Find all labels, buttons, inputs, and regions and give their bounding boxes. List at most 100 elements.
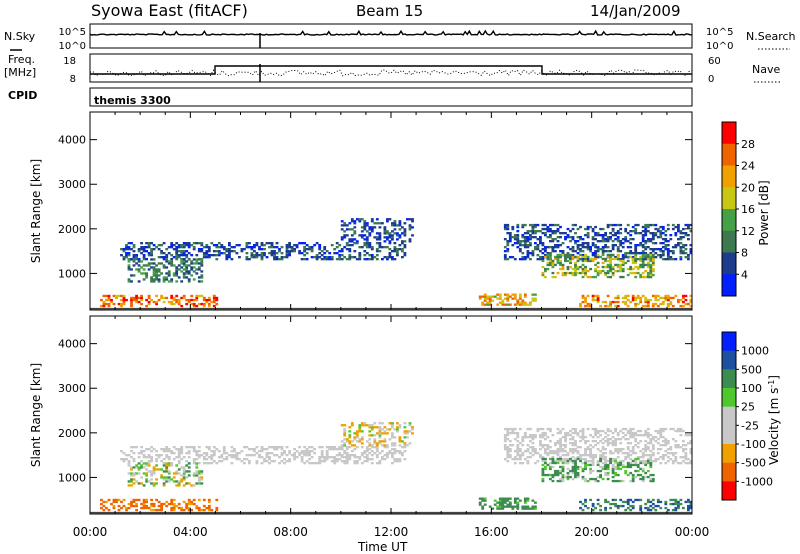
power-cell (192, 304, 196, 308)
power-cell (529, 238, 532, 241)
velocity-cell (403, 422, 407, 425)
power-cell (187, 280, 191, 283)
velocity-cell (268, 458, 271, 461)
velocity-cell (350, 454, 354, 457)
velocity-cell (195, 482, 199, 485)
power-cell (365, 258, 369, 261)
power-cell (396, 254, 399, 257)
velocity-cell (177, 468, 181, 471)
velocity-cell (378, 462, 382, 465)
power-cell (483, 303, 487, 306)
velocity-cell (360, 454, 364, 457)
velocity-cell (378, 436, 382, 439)
power-cell (554, 246, 557, 249)
velocity-cell (664, 454, 668, 457)
velocity-cell (636, 465, 640, 469)
velocity-cell (536, 429, 540, 433)
velocity-cell (624, 438, 628, 441)
power-cell (501, 299, 505, 302)
power-cell (599, 269, 603, 273)
velocity-cell (120, 450, 123, 453)
power-cell (155, 278, 159, 281)
velocity-cell (130, 480, 133, 483)
power-cell (636, 223, 640, 227)
power-cell (586, 242, 590, 245)
velocity-cell (671, 502, 675, 506)
power-cell (145, 276, 149, 279)
velocity-cell (355, 434, 359, 437)
power-cell (498, 293, 502, 296)
power-cell (651, 267, 655, 271)
power-cell (373, 222, 377, 225)
power-cell (340, 250, 344, 253)
velocity-cell (614, 427, 618, 431)
power-cell (396, 250, 399, 253)
power-cell (172, 298, 176, 302)
velocity-cell (539, 440, 542, 443)
velocity-cell (606, 444, 610, 447)
velocity-cell (353, 438, 357, 441)
velocity-cell (147, 464, 151, 467)
power-cell (180, 270, 184, 273)
power-cell (639, 263, 643, 267)
velocity-cell (187, 450, 191, 453)
power-cell (671, 227, 675, 231)
velocity-cell (303, 454, 307, 457)
velocity-cell (135, 446, 139, 449)
velocity-cell (584, 500, 587, 504)
power-cell (135, 254, 139, 257)
velocity-cell (631, 504, 635, 508)
power-cell (584, 242, 587, 245)
power-cell (611, 230, 615, 233)
power-cell (554, 232, 557, 235)
velocity-cell (122, 498, 126, 502)
power-cell (641, 225, 645, 229)
power-cell (245, 242, 249, 245)
power-cell (202, 298, 206, 302)
velocity-cell (639, 461, 643, 465)
velocity-cell (674, 452, 678, 455)
power-cell (340, 224, 344, 227)
velocity-cell (383, 440, 387, 443)
power-cell (125, 298, 128, 302)
power-cell (253, 256, 256, 259)
velocity-cell (554, 471, 557, 475)
velocity-cell (511, 429, 515, 433)
power-cell (511, 297, 515, 300)
power-cell (255, 252, 259, 255)
velocity-cell (574, 465, 577, 469)
velocity-cell (222, 452, 226, 455)
velocity-cell (581, 469, 585, 473)
power-cell (511, 227, 515, 231)
power-cell (541, 265, 545, 269)
power-cell (591, 242, 595, 245)
velocity-cell (559, 450, 562, 453)
velocity-cell (521, 462, 525, 465)
velocity-cell (689, 452, 693, 455)
velocity-cell (523, 497, 527, 500)
power-cell (175, 246, 179, 249)
power-cell (609, 223, 613, 227)
velocity-cell (626, 431, 630, 435)
power-cell (624, 238, 628, 241)
power-cell (689, 252, 693, 255)
velocity-cell (574, 459, 577, 463)
velocity-cell (100, 502, 103, 506)
power-cell (200, 250, 204, 253)
velocity-cell (589, 477, 593, 481)
velocity-cell (192, 458, 196, 461)
velocity-cell (687, 506, 690, 510)
velocity-cell (611, 431, 615, 435)
power-cell (338, 250, 342, 253)
velocity-cell (591, 454, 595, 457)
velocity-cell (493, 503, 497, 506)
power-cell (386, 218, 389, 221)
velocity-cell (215, 498, 219, 502)
power-colorbar-swatch (722, 274, 736, 297)
velocity-cell (636, 457, 640, 461)
velocity-cell (142, 466, 146, 469)
velocity-cell (561, 479, 565, 483)
power-cell (102, 304, 106, 308)
velocity-cell (358, 426, 362, 429)
power-cell (601, 261, 605, 265)
